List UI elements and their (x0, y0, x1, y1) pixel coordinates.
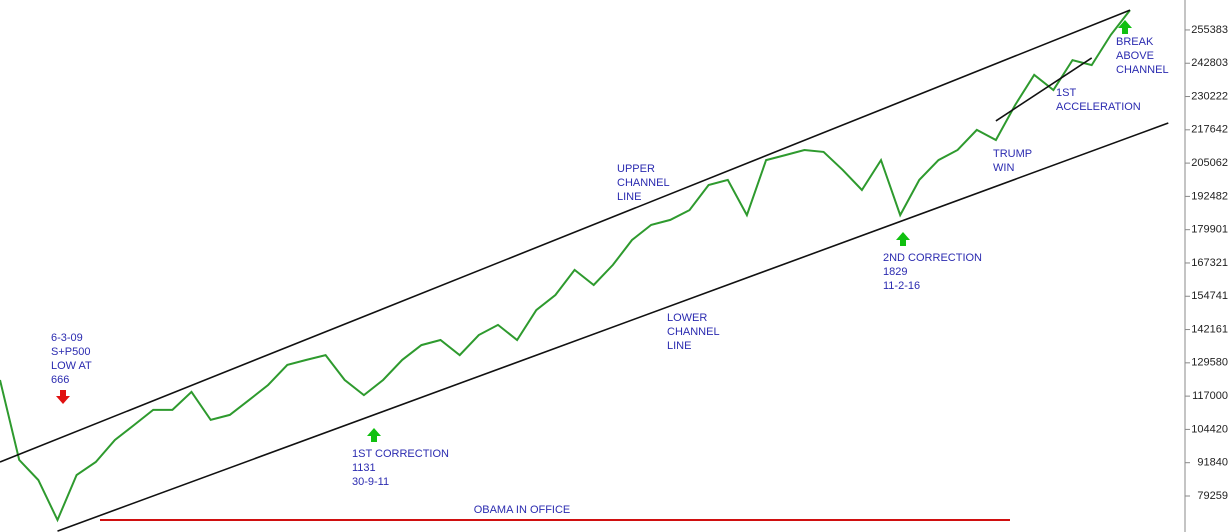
y-tick-label: 79259 (1197, 490, 1228, 502)
annotation-text: UPPER (617, 163, 655, 175)
annotation-text: LINE (617, 191, 641, 203)
annotation-text: S+P500 (51, 346, 90, 358)
annotation-text: 2ND CORRECTION (883, 252, 982, 264)
annotation-text: 1ST CORRECTION (352, 448, 449, 460)
y-tick-label: 117000 (1192, 390, 1228, 402)
annotation-text: LOWER (667, 312, 707, 324)
annotation-text: 666 (51, 374, 69, 386)
down-arrow (56, 390, 70, 404)
y-tick-label: 129580 (1191, 357, 1228, 369)
up-arrow (1118, 20, 1132, 34)
annotation-text: 1829 (883, 266, 907, 278)
y-tick-label: 142161 (1191, 323, 1228, 335)
annotation-text: 1131 (352, 462, 376, 474)
y-tick-label: 230222 (1191, 90, 1228, 102)
y-tick-label: 104420 (1191, 423, 1228, 435)
annotation-text: BREAK (1116, 36, 1154, 48)
y-tick-label: 179901 (1191, 224, 1228, 236)
annotation-text: 11-2-16 (883, 280, 920, 292)
annotation-text: CHANNEL (617, 177, 670, 189)
annotation-text: OBAMA IN OFFICE (474, 504, 571, 516)
price-line (0, 9, 1131, 523)
y-tick-label: 154741 (1191, 290, 1228, 302)
annotation-text: 30-9-11 (352, 476, 389, 488)
y-tick-label: 217642 (1191, 124, 1228, 136)
annotation-text: 6-3-09 (51, 332, 83, 344)
annotations: 6-3-09 S+P500 LOW AT 666 1ST CORRECTION 1131 3… (51, 20, 1169, 516)
y-tick-label: 167321 (1191, 257, 1228, 269)
trend-line (0, 9, 1131, 463)
plot-area (0, 9, 1169, 532)
y-tick-label: 242803 (1191, 57, 1228, 69)
annotation-text: LOW AT (51, 360, 92, 372)
y-tick-label: 91840 (1197, 457, 1228, 469)
y-tick-label: 192482 (1191, 190, 1228, 202)
annotation-text: CHANNEL (667, 326, 720, 338)
annotation-text: ABOVE (1116, 50, 1154, 62)
annotation-text: 1ST (1056, 87, 1076, 99)
y-tick-label: 255383 (1191, 24, 1228, 36)
up-arrow (896, 232, 910, 246)
trend-line (57, 122, 1169, 532)
annotation-text: LINE (667, 340, 691, 352)
up-arrow (367, 428, 381, 442)
annotation-text: TRUMP (993, 148, 1032, 160)
annotation-text: CHANNEL (1116, 64, 1169, 76)
y-tick-label: 205062 (1191, 157, 1228, 169)
trend-line (995, 57, 1093, 122)
annotation-text: WIN (993, 162, 1014, 174)
annotation-text: ACCELERATION (1056, 101, 1141, 113)
